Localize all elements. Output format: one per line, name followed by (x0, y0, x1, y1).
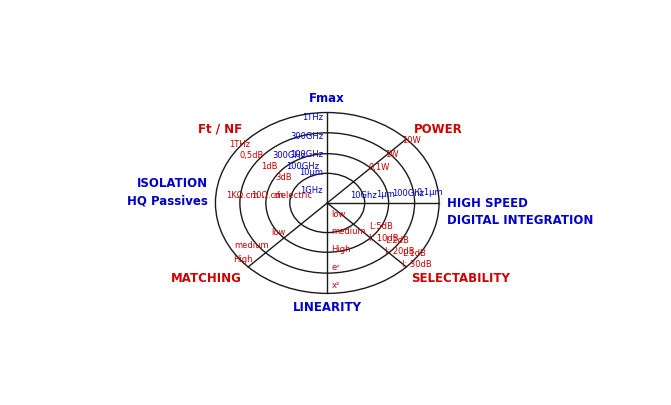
Text: 10W: 10W (402, 136, 421, 145)
Text: 10Ghz: 10Ghz (350, 191, 376, 200)
Text: 1KΩ.cm: 1KΩ.cm (226, 191, 258, 200)
Text: L:2dB: L:2dB (385, 236, 409, 245)
Text: 0,1μm: 0,1μm (417, 188, 444, 197)
Text: medium: medium (234, 241, 269, 250)
Text: medium: medium (331, 226, 366, 235)
Text: 10μm: 10μm (299, 168, 323, 177)
Text: 1W: 1W (385, 150, 399, 159)
Text: low: low (271, 228, 286, 237)
Text: 100GHz: 100GHz (290, 149, 323, 159)
Text: Fmax: Fmax (309, 92, 345, 105)
Text: 0,1W: 0,1W (369, 163, 391, 172)
Text: 0,5dB: 0,5dB (240, 151, 264, 160)
Text: eˣ: eˣ (331, 263, 340, 272)
Text: I: 30dB: I: 30dB (402, 260, 431, 269)
Text: x²: x² (331, 281, 340, 290)
Text: 3dB: 3dB (275, 173, 291, 182)
Text: POWER: POWER (414, 123, 463, 136)
Text: 1dB: 1dB (262, 162, 278, 171)
Text: 10Ω.cm: 10Ω.cm (251, 191, 283, 200)
Text: 100Ghz: 100Ghz (392, 189, 424, 198)
Text: dielectric: dielectric (273, 191, 312, 200)
Text: 1GHz: 1GHz (301, 186, 323, 195)
Text: ISOLATION
HQ Passives: ISOLATION HQ Passives (127, 177, 207, 207)
Text: LINEARITY: LINEARITY (293, 301, 362, 314)
Text: Ft / NF: Ft / NF (198, 122, 242, 135)
Text: 300GHz: 300GHz (272, 151, 305, 160)
Text: 1THz: 1THz (229, 140, 250, 149)
Text: 300GHz: 300GHz (290, 132, 323, 141)
Text: L:1dB: L:1dB (402, 249, 426, 258)
Text: L:5dB: L:5dB (369, 222, 393, 231)
Text: I: 10dB: I: 10dB (369, 234, 399, 243)
Text: High: High (331, 245, 351, 254)
Text: 1THz: 1THz (302, 113, 323, 122)
Text: 100GHz: 100GHz (287, 162, 319, 171)
Text: HIGH SPEED
DIGITAL INTEGRATION: HIGH SPEED DIGITAL INTEGRATION (447, 197, 593, 227)
Text: 1μm: 1μm (376, 190, 395, 199)
Text: MATCHING: MATCHING (171, 272, 242, 285)
Text: SELECTABILITY: SELECTABILITY (411, 272, 511, 285)
Text: High: High (233, 255, 252, 264)
Text: I: 20dB: I: 20dB (385, 247, 415, 256)
Text: low: low (331, 210, 346, 219)
